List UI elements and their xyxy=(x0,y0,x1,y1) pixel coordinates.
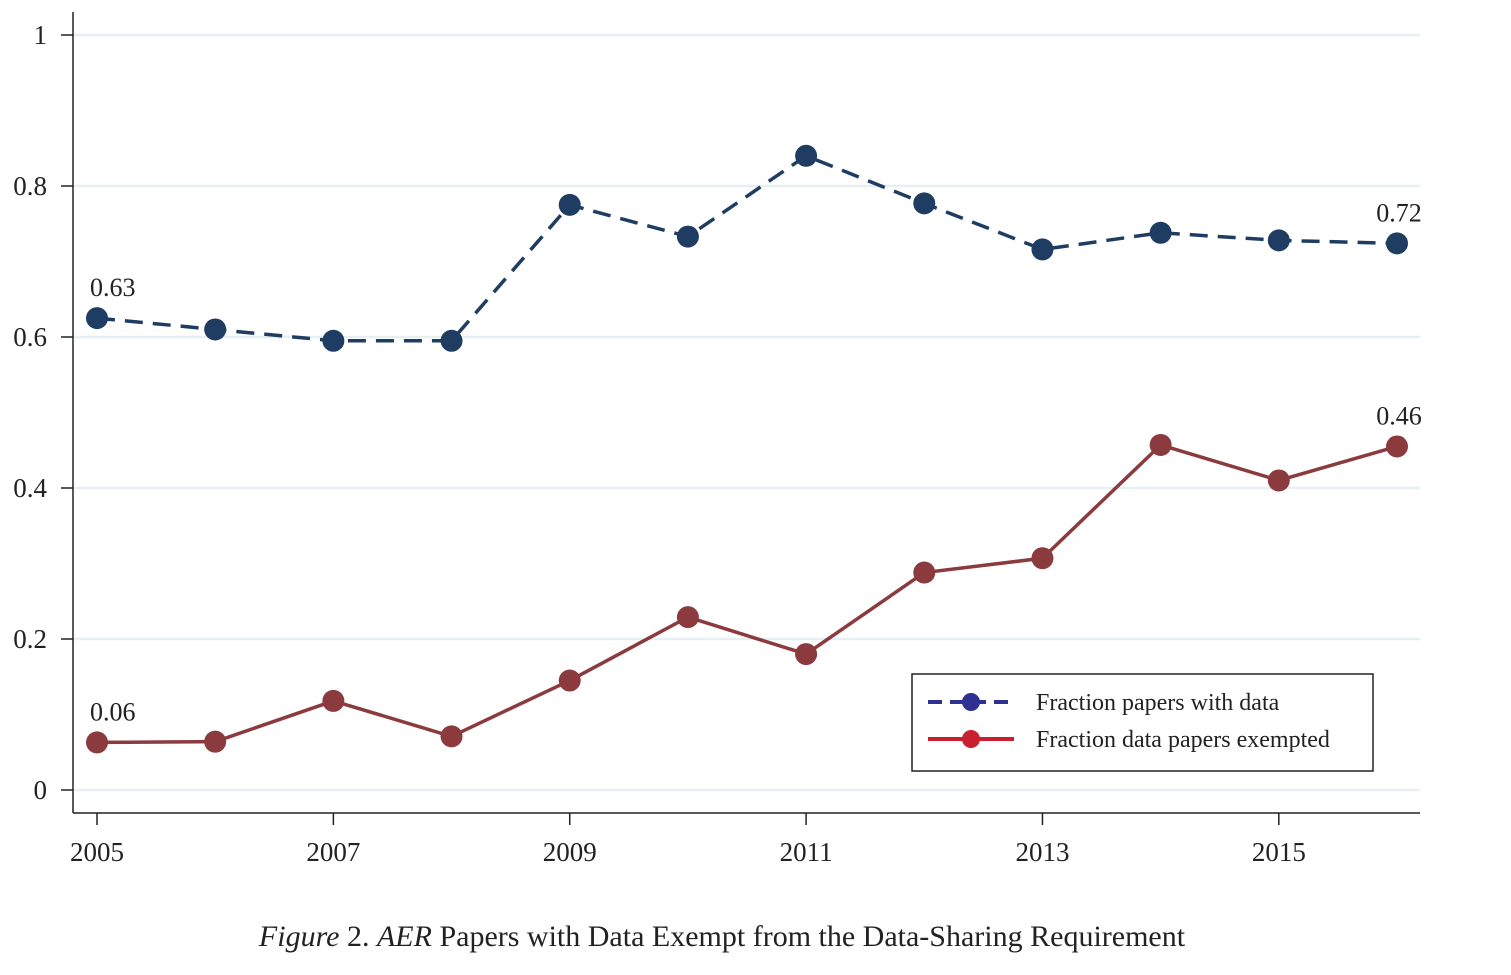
caption-journal: AER xyxy=(376,920,432,953)
caption-figure-word: Figure xyxy=(258,920,340,953)
data-labels: 0.63 0.72 0.06 0.46 xyxy=(90,198,1422,726)
series-2-point xyxy=(1149,433,1172,456)
series-2-point xyxy=(1031,547,1054,570)
series-2-point xyxy=(322,689,345,712)
series-2-point xyxy=(204,730,227,753)
y-tick-label: 0.2 xyxy=(13,624,47,654)
series-1-point xyxy=(1031,238,1054,261)
figure-caption: Figure 2. AER Papers with Data Exempt fr… xyxy=(0,920,1444,954)
series-1-point xyxy=(795,144,818,167)
series-2-point xyxy=(1267,469,1290,492)
y-tick-label: 0.4 xyxy=(13,473,47,503)
legend-label: Fraction data papers exempted xyxy=(1036,727,1330,753)
series-line-2 xyxy=(96,443,1398,745)
series-2-point xyxy=(795,643,818,666)
series-2-point xyxy=(440,725,463,748)
series-2-point xyxy=(1386,435,1408,458)
x-tick-label: 2011 xyxy=(780,837,833,867)
series-2-point xyxy=(676,606,699,629)
series-1-point xyxy=(676,225,699,248)
series-1-point xyxy=(322,329,345,352)
legend: Fraction papers with data Fraction data p… xyxy=(911,673,1374,772)
x-tick-label: 2015 xyxy=(1252,837,1306,867)
y-tick-label: 0 xyxy=(34,775,48,805)
data-label: 0.63 xyxy=(90,273,136,302)
series-line-1 xyxy=(96,154,1398,343)
x-tick-label: 2005 xyxy=(70,837,124,867)
caption-number: 2. xyxy=(339,920,377,953)
legend-swatch-marker xyxy=(962,693,980,711)
legend-label: Fraction papers with data xyxy=(1036,690,1280,716)
series-1-point xyxy=(558,193,581,216)
series-2-point xyxy=(913,561,936,584)
y-tick-label: 0.6 xyxy=(13,322,47,352)
series-1-point xyxy=(204,318,227,341)
series-2-point xyxy=(86,731,108,754)
series-1-point xyxy=(440,329,463,352)
series-1-point xyxy=(913,192,936,215)
series-1-point xyxy=(1386,232,1408,255)
series-1-point xyxy=(1149,221,1172,244)
data-label: 0.06 xyxy=(90,697,136,726)
caption-text: Papers with Data Exempt from the Data-Sh… xyxy=(431,920,1186,953)
axes xyxy=(61,12,1420,825)
x-tick-label: 2007 xyxy=(306,837,360,867)
series-2-point xyxy=(558,669,581,692)
series-1-point xyxy=(1267,229,1290,252)
legend-swatch-marker xyxy=(962,730,980,748)
y-tick-label: 1 xyxy=(34,20,48,50)
y-tick-label: 0.8 xyxy=(13,171,47,201)
data-label: 0.46 xyxy=(1376,401,1422,430)
series-1-point xyxy=(86,307,108,330)
legend-box xyxy=(911,673,1374,772)
data-label: 0.72 xyxy=(1376,198,1422,227)
data-series xyxy=(86,144,1408,754)
x-tick-label: 2009 xyxy=(543,837,597,867)
x-tick-label: 2013 xyxy=(1015,837,1069,867)
tick-labels: 0 0.2 0.4 0.6 0.8 1 2005 2007 2009 2011 2013 2015 xyxy=(13,20,1306,867)
